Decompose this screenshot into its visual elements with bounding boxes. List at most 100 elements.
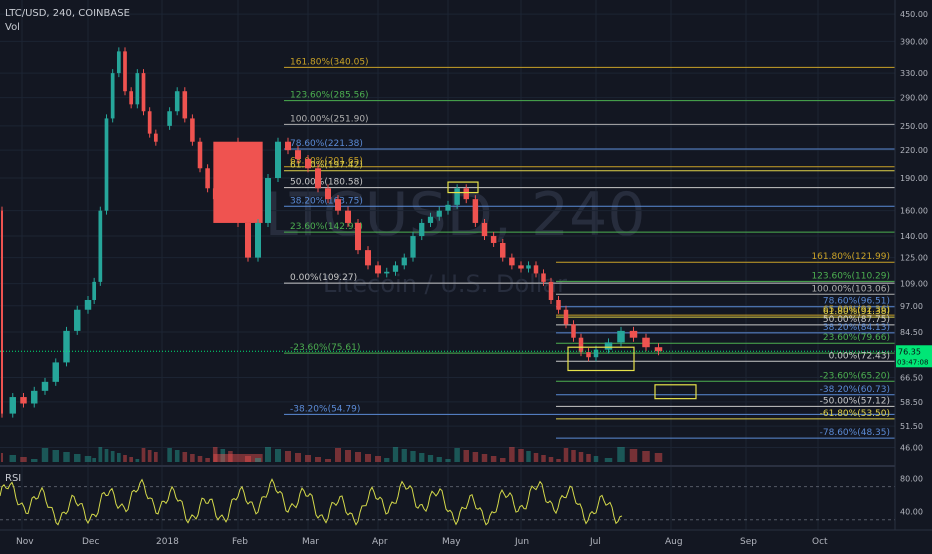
time-tick-label[interactable]: Oct [812, 537, 828, 547]
candle-body [654, 347, 663, 352]
rsi-tick-label: 40.00 [900, 507, 923, 516]
volume-bar [190, 454, 195, 462]
candle-body [167, 111, 172, 126]
volume-bar [556, 459, 561, 462]
price-tick-label: 125.00 [900, 254, 928, 263]
rsi-pane[interactable] [0, 478, 895, 526]
price-tick-label: 109.00 [900, 280, 928, 289]
volume-bar [586, 454, 591, 462]
vol-label: Vol [5, 22, 20, 33]
volume-bar [533, 453, 539, 462]
candle-body [123, 51, 127, 92]
candle-body [642, 337, 650, 348]
fib-level-label: 50.00%(87.75) [823, 315, 890, 325]
volume-bar [255, 458, 261, 462]
candle-body [141, 73, 146, 112]
fibonacci-levels[interactable]: 161.80%(340.05) 123.60%(285.56) 100.00%(25… [284, 57, 895, 439]
volume-bar [20, 457, 27, 462]
time-tick-label[interactable]: Jul [589, 537, 601, 547]
volume-bar [213, 454, 263, 462]
volume-bar [182, 452, 188, 462]
volume-bar [135, 459, 140, 462]
volume-bar [220, 449, 226, 462]
price-tick-label: 330.00 [900, 69, 928, 78]
candle-body [52, 362, 59, 382]
volume-bar [147, 450, 152, 462]
time-tick-label[interactable]: Nov [16, 537, 34, 547]
rsi-axis-ticks: 80.00 40.00 [900, 474, 923, 516]
candle-body [586, 352, 591, 358]
volume-bar [116, 453, 121, 462]
fib-level-label: 50.00%(180.58) [290, 178, 363, 188]
fib-level-label: 38.20%(163.75) [290, 196, 363, 206]
candle-body [295, 150, 301, 160]
candle-body [463, 188, 469, 200]
volume-bar [578, 452, 584, 462]
fib-level-label: 161.80%(340.05) [290, 57, 369, 67]
time-tick-label[interactable]: Dec [82, 537, 99, 547]
volume-bar [427, 455, 434, 462]
fib-level-label: 123.60%(110.29) [811, 271, 890, 281]
candle-body [419, 222, 425, 237]
bar-countdown: 03:47:08 [897, 358, 928, 366]
volume-bar [345, 450, 351, 462]
volume-bar [571, 450, 576, 462]
candle-body [500, 242, 506, 258]
volume-bar [153, 452, 158, 462]
candle-body [355, 222, 361, 251]
highlight-box[interactable] [654, 384, 697, 400]
candle-body [541, 273, 546, 282]
time-tick-label[interactable]: Apr [372, 537, 388, 547]
time-tick-label[interactable]: Sep [740, 537, 757, 547]
volume-bar [593, 456, 599, 462]
fib-level-label: 38.20%(84.13) [823, 323, 890, 333]
volume-bar [228, 451, 233, 462]
candle-body [92, 281, 97, 300]
volume-bar [265, 447, 271, 462]
volume-bar [245, 456, 251, 462]
time-tick-label[interactable]: Jun [514, 537, 529, 547]
time-tick-label[interactable]: Mar [302, 537, 319, 547]
candle-body [325, 188, 331, 200]
volume-bar [419, 453, 425, 462]
volume-bar [41, 448, 49, 462]
volume-bar [518, 449, 524, 462]
volume-bar [472, 452, 479, 462]
volume-bar [110, 451, 115, 462]
volume-bar [295, 453, 301, 462]
volume-bar [490, 456, 497, 462]
candle-body [472, 199, 479, 223]
volume-bar [212, 447, 218, 462]
candle-body [445, 204, 451, 211]
highlight-box[interactable] [447, 181, 479, 194]
volume-bar [315, 457, 321, 462]
price-axis-ticks: 450.00 390.00 330.00 290.00 250.00 220.00 190.… [900, 10, 928, 452]
candle-body [454, 188, 460, 205]
volume-bar [1, 453, 3, 462]
grid-lines [0, 0, 895, 530]
time-axis-ticks[interactable]: Nov Dec 2018 Feb Mar Apr May Jun Jul Aug Sep Oct [16, 537, 828, 547]
drawing-boxes[interactable] [447, 181, 697, 400]
candle-body [533, 265, 539, 274]
fib-level-label: 23.60%(142.93) [290, 222, 363, 232]
candle-body [135, 73, 140, 105]
fib-level-label: 23.60%(79.66) [823, 333, 890, 343]
time-tick-label[interactable]: 2018 [156, 537, 179, 547]
fib-level-label: -61.80%(53.50) [820, 409, 890, 419]
highlight-box[interactable] [567, 346, 635, 372]
price-axis[interactable] [895, 0, 932, 530]
fib-level-label: 100.00%(251.90) [290, 114, 369, 124]
time-tick-label[interactable]: Aug [665, 537, 683, 547]
candle-body [526, 265, 531, 269]
price-tick-label: 140.00 [900, 232, 928, 241]
volume-bar [52, 450, 59, 462]
price-tick-label: 46.00 [900, 444, 923, 453]
time-tick-label[interactable]: Feb [232, 537, 248, 547]
candle-body [315, 168, 321, 189]
candle-body [63, 330, 70, 363]
candle-body [1, 210, 3, 414]
fib-level-label: -50.00%(57.12) [820, 396, 890, 406]
time-tick-label[interactable]: May [442, 537, 461, 547]
